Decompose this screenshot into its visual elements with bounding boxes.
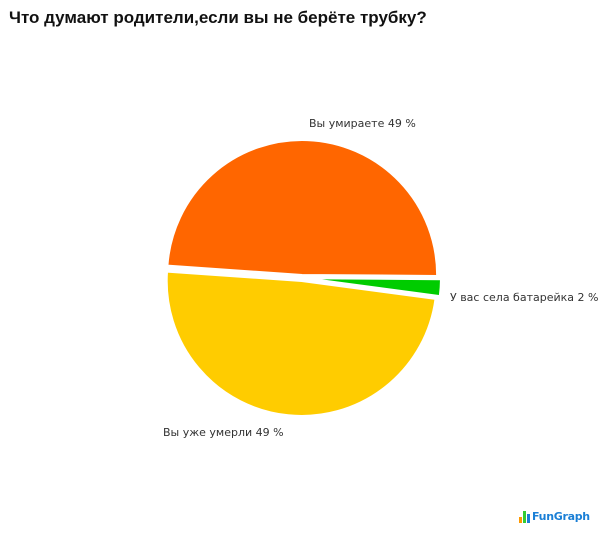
logo-bars-icon xyxy=(519,511,530,523)
chart-title: Что думают родители,если вы не берёте тр… xyxy=(9,8,427,27)
pie-slice-you-are-dying xyxy=(166,139,439,277)
slice-label-you-are-dying: Вы умираете 49 % xyxy=(309,117,416,130)
pie-slice-already-dead xyxy=(165,270,437,417)
slice-label-battery-dead: У вас села батарейка 2 % xyxy=(450,291,599,304)
fungraph-logo: FunGraph xyxy=(519,511,590,523)
pie-slice-battery-dead xyxy=(305,277,442,298)
slice-label-already-dead: Вы уже умерли 49 % xyxy=(163,426,284,439)
logo-text: FunGraph xyxy=(532,510,590,523)
